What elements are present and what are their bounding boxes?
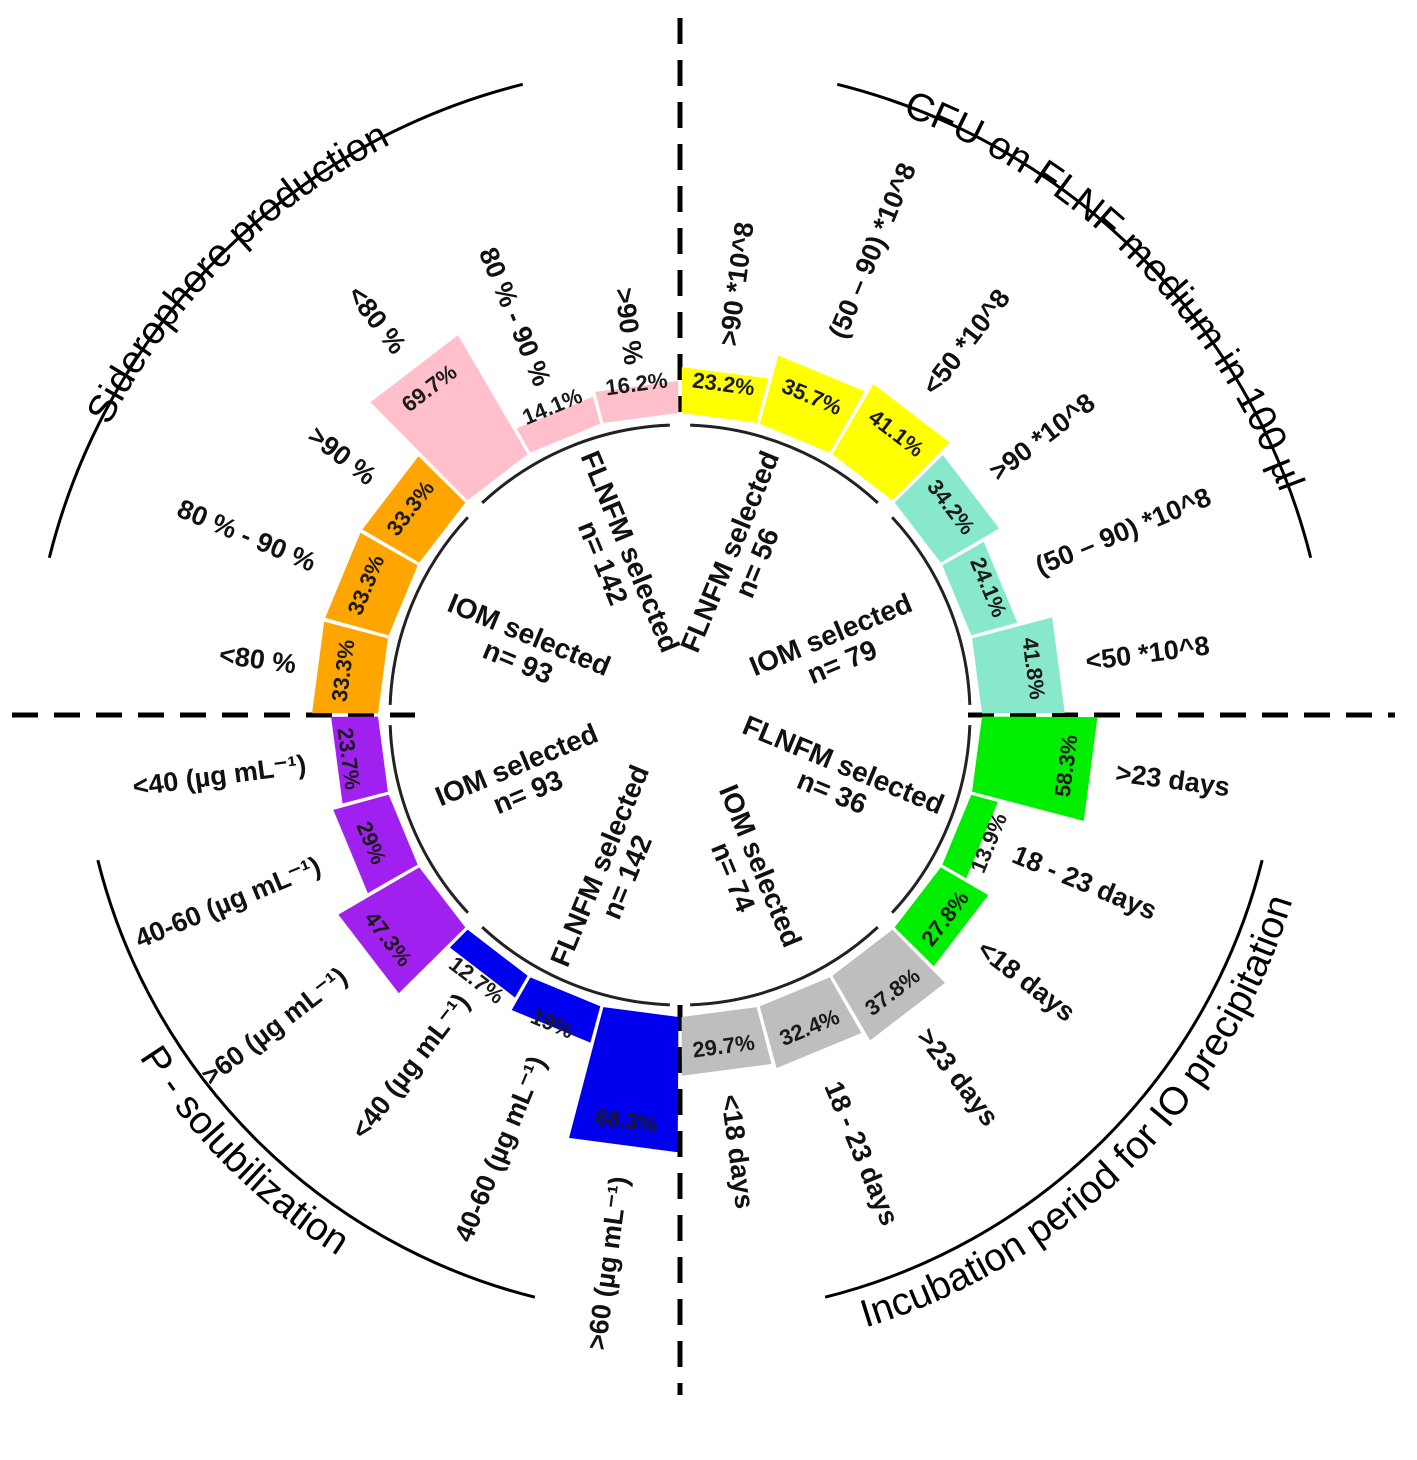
title-underline bbox=[824, 859, 1264, 1299]
category-label: 40-60 (µg mL⁻¹) bbox=[449, 1052, 552, 1246]
group-arc bbox=[890, 725, 972, 914]
category-label: (50 – 90) *10^8 bbox=[823, 159, 922, 343]
group-arc bbox=[690, 925, 879, 1007]
bar-incubation-period-for-io-precipitation-0-2 bbox=[894, 867, 989, 967]
bar-incubation-period-for-io-precipitation-1-0 bbox=[832, 929, 946, 1041]
group-arc bbox=[388, 725, 470, 914]
group-arc bbox=[690, 423, 879, 505]
bar-siderophore-production-1-2 bbox=[595, 380, 679, 423]
category-label: <80 % bbox=[217, 639, 298, 679]
title-underline bbox=[836, 82, 1313, 559]
bar-siderophore-production-0-0 bbox=[312, 621, 388, 714]
category-label: 80 % - 90 % bbox=[473, 243, 557, 390]
category-label: 18 - 23 days bbox=[1008, 839, 1161, 925]
sector-title: Siderophore production bbox=[79, 114, 395, 430]
group-label: IOM selectedn= 93 bbox=[431, 717, 614, 839]
bar-p-solubilization-0-2 bbox=[449, 929, 528, 998]
category-label: >60 (µg mL⁻¹) bbox=[196, 961, 353, 1091]
category-label: <40 (µg mL⁻¹) bbox=[345, 988, 475, 1145]
category-label: <18 days bbox=[972, 934, 1081, 1028]
group-arc bbox=[388, 516, 470, 705]
bar-siderophore-production-1-0 bbox=[370, 335, 528, 501]
category-label: <18 days bbox=[715, 1093, 760, 1211]
bar-cfu-on-flnf-medium-in-100-l-0-2 bbox=[832, 383, 950, 501]
bar-cfu-on-flnf-medium-in-100-l-0-0 bbox=[681, 367, 769, 423]
category-label: >90 % bbox=[609, 286, 649, 367]
category-label: 80 % - 90 % bbox=[173, 493, 320, 577]
category-label: 18 - 23 days bbox=[818, 1077, 904, 1230]
sector-title: P - solubilization bbox=[131, 1038, 356, 1263]
title-underline bbox=[47, 82, 524, 559]
bar-siderophore-production-0-2 bbox=[362, 456, 466, 563]
group-label: IOM selectedn= 74 bbox=[686, 780, 808, 963]
title-underline bbox=[96, 859, 536, 1299]
category-label: >23 days bbox=[1114, 758, 1232, 803]
sector-title: Incubation period for IO precipitation bbox=[855, 890, 1301, 1336]
title-baseline-path bbox=[46, 804, 591, 1349]
bar-cfu-on-flnf-medium-in-100-l-1-2 bbox=[972, 617, 1065, 714]
category-label: 40-60 (µg mL⁻¹) bbox=[131, 851, 325, 954]
bar-cfu-on-flnf-medium-in-100-l-0-1 bbox=[759, 355, 865, 453]
category-label: <80 % bbox=[341, 280, 412, 360]
group-arc bbox=[481, 423, 670, 505]
bar-siderophore-production-1-1 bbox=[516, 396, 601, 453]
group-arc bbox=[481, 925, 670, 1007]
group-label: IOM selectedn= 79 bbox=[745, 587, 928, 709]
bar-segments bbox=[312, 335, 1098, 1153]
bar-cfu-on-flnf-medium-in-100-l-1-1 bbox=[942, 541, 1018, 636]
category-label: >90 *10^8 bbox=[714, 220, 760, 347]
bar-p-solubilization-1-1 bbox=[333, 794, 418, 894]
bar-cfu-on-flnf-medium-in-100-l-1-0 bbox=[894, 454, 1000, 563]
category-label: >23 days bbox=[911, 1022, 1005, 1131]
bar-p-solubilization-1-2 bbox=[331, 716, 388, 804]
category-label: (50 – 90) *10^8 bbox=[1031, 482, 1215, 581]
bar-p-solubilization-1-0 bbox=[338, 867, 466, 994]
quadrant-dividers bbox=[12, 18, 1395, 1395]
sector-title: CFU on FLNF medium in 100 µl bbox=[899, 83, 1312, 496]
group-label: IOM selectedn= 93 bbox=[432, 587, 615, 709]
bar-p-solubilization-0-1 bbox=[511, 977, 601, 1043]
bar-incubation-period-for-io-precipitation-0-1 bbox=[942, 794, 998, 879]
group-label: FLNFM selectedn= 142 bbox=[544, 761, 682, 982]
category-label: <50 *10^8 bbox=[1084, 630, 1211, 676]
bar-incubation-period-for-io-precipitation-1-2 bbox=[681, 1007, 772, 1076]
inner-group-arcs bbox=[388, 423, 972, 1007]
title-baseline-path bbox=[769, 804, 1314, 1349]
category-label: <50 *10^8 bbox=[916, 283, 1016, 400]
bar-incubation-period-for-io-precipitation-1-1 bbox=[759, 977, 862, 1069]
bar-siderophore-production-0-1 bbox=[325, 532, 418, 636]
category-label: >90 % bbox=[302, 420, 382, 491]
group-arc bbox=[890, 516, 972, 705]
bar-incubation-period-for-io-precipitation-0-0 bbox=[972, 716, 1098, 821]
bar-p-solubilization-0-0 bbox=[569, 1007, 679, 1153]
category-label: >90 *10^8 bbox=[984, 387, 1101, 487]
category-label: >60 (µg mL⁻¹) bbox=[582, 1175, 635, 1352]
category-label: <40 (µg mL⁻¹) bbox=[131, 749, 308, 802]
